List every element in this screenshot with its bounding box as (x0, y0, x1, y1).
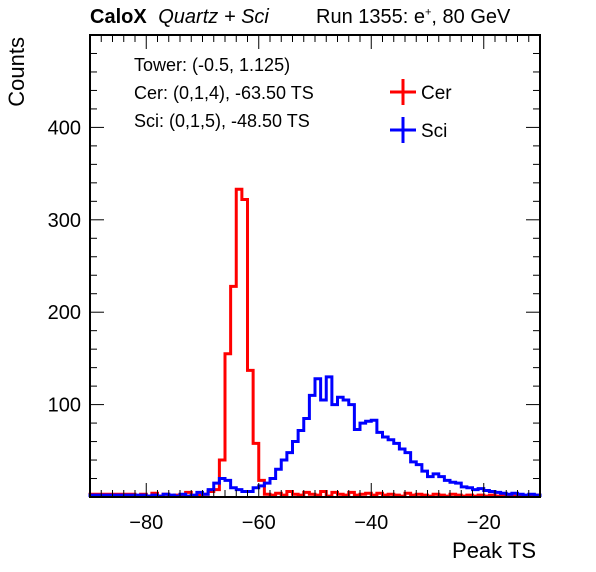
legend-sci-label: Sci (421, 121, 447, 142)
header-experiment: CaloX (90, 6, 147, 28)
x-tick-label: −40 (354, 512, 388, 534)
y-axis-title: Counts (4, 37, 29, 107)
series-sci-histogram (88, 375, 542, 498)
header-run-text: Run 1355: e (316, 6, 425, 28)
y-tick-label: 300 (48, 210, 81, 232)
legend-cer-label: Cer (421, 83, 452, 104)
y-tick-label: 200 (48, 302, 81, 324)
x-tick-label: −60 (242, 512, 276, 534)
info-sci: Sci: (0,1,5), -48.50 TS (134, 111, 310, 131)
header-title: CaloX Quartz + Sci (90, 6, 269, 29)
header-run-tail: , 80 GeV (431, 6, 511, 28)
info-cer: Cer: (0,1,4), -63.50 TS (134, 83, 314, 103)
header-run-sup: + (424, 6, 432, 19)
y-tick-label: 400 (48, 117, 81, 139)
x-tick-label: −80 (129, 512, 163, 534)
series-cer-histogram (88, 187, 542, 498)
x-axis-title: Peak TS (452, 538, 536, 563)
x-tick-label: −20 (467, 512, 501, 534)
header-subtitle: Quartz + Sci (158, 6, 269, 28)
info-tower: Tower: (-0.5, 1.125) (134, 55, 291, 75)
plot-frame (89, 34, 541, 498)
y-tick-label: 100 (48, 395, 81, 417)
header-run: Run 1355: e+, 80 GeV (316, 6, 510, 29)
